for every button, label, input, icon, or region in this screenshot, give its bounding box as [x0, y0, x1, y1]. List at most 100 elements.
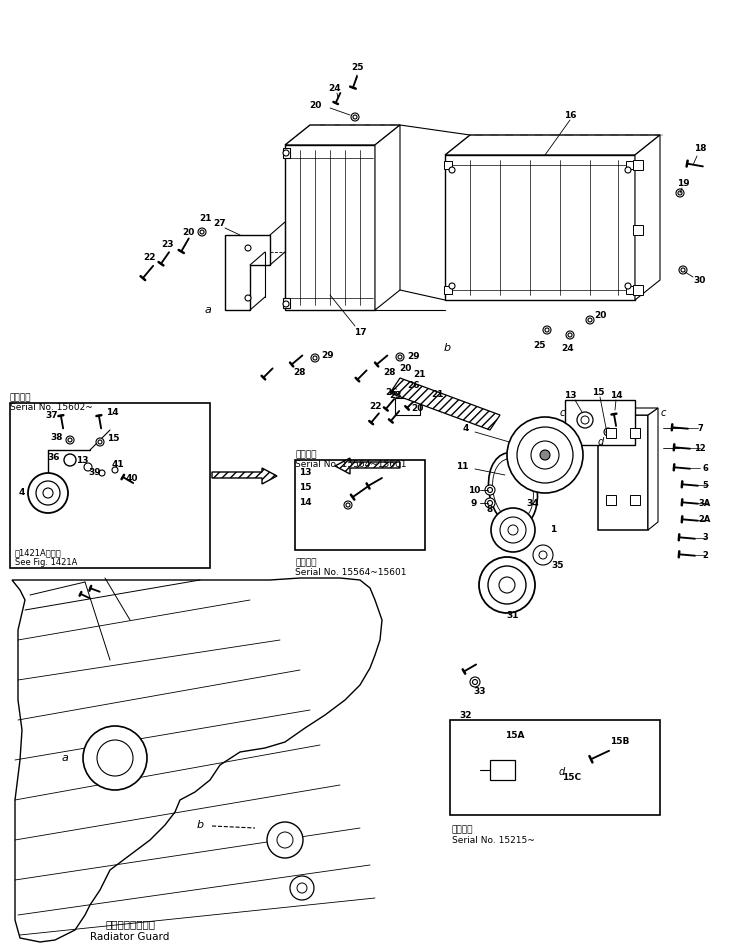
Text: 2: 2 — [702, 551, 708, 559]
Polygon shape — [633, 160, 643, 170]
Polygon shape — [212, 468, 277, 484]
Circle shape — [43, 488, 53, 498]
Text: 22: 22 — [143, 252, 156, 262]
Text: 4: 4 — [19, 487, 25, 497]
Circle shape — [112, 467, 118, 473]
Text: 26: 26 — [408, 380, 421, 390]
Circle shape — [84, 463, 92, 471]
Circle shape — [344, 501, 352, 509]
Text: 25: 25 — [533, 340, 546, 350]
Text: 40: 40 — [126, 473, 138, 483]
Text: 31: 31 — [507, 611, 519, 621]
Circle shape — [473, 680, 478, 684]
Text: 17: 17 — [354, 327, 366, 337]
Text: 9: 9 — [471, 499, 477, 507]
Circle shape — [540, 450, 550, 460]
Circle shape — [351, 113, 359, 121]
Text: 20: 20 — [399, 363, 411, 373]
Circle shape — [545, 328, 549, 332]
Text: 12: 12 — [694, 444, 706, 452]
Circle shape — [398, 355, 402, 359]
Circle shape — [428, 398, 432, 402]
Circle shape — [485, 498, 495, 508]
Circle shape — [449, 167, 455, 173]
Circle shape — [277, 832, 293, 848]
Circle shape — [426, 396, 434, 404]
Polygon shape — [598, 415, 648, 530]
Circle shape — [449, 283, 455, 289]
Circle shape — [97, 740, 133, 776]
Circle shape — [479, 557, 535, 613]
Text: 29: 29 — [408, 352, 421, 360]
Bar — [450, 720, 660, 815]
Text: 15: 15 — [591, 388, 604, 396]
Text: 36: 36 — [48, 452, 60, 462]
Circle shape — [500, 517, 526, 543]
Bar — [630, 495, 640, 505]
Polygon shape — [635, 135, 660, 300]
Text: 14: 14 — [610, 391, 623, 399]
Text: ラジエータガード: ラジエータガード — [105, 919, 155, 929]
Circle shape — [491, 508, 535, 552]
Circle shape — [606, 430, 610, 434]
Text: 21: 21 — [198, 213, 211, 223]
Text: 10: 10 — [468, 485, 480, 495]
Text: 35: 35 — [552, 560, 564, 570]
Text: 8: 8 — [487, 505, 493, 515]
Bar — [626, 161, 634, 169]
Circle shape — [581, 416, 589, 424]
Circle shape — [297, 883, 307, 893]
Polygon shape — [285, 145, 375, 310]
Circle shape — [198, 228, 206, 236]
Text: 41: 41 — [111, 460, 124, 468]
Bar — [444, 286, 452, 294]
Circle shape — [676, 189, 684, 197]
Text: 13: 13 — [299, 467, 311, 477]
Text: b: b — [444, 343, 450, 353]
Circle shape — [488, 566, 526, 604]
Text: c: c — [559, 408, 565, 418]
Circle shape — [200, 230, 204, 234]
Text: d: d — [559, 767, 565, 777]
Text: 15B: 15B — [610, 738, 629, 746]
Text: 15C: 15C — [562, 774, 582, 782]
Text: 24: 24 — [328, 83, 341, 93]
Circle shape — [681, 268, 685, 272]
Text: Radiator Guard: Radiator Guard — [91, 932, 169, 942]
Text: 1: 1 — [550, 525, 556, 535]
Circle shape — [487, 487, 493, 493]
Text: 22: 22 — [369, 402, 381, 410]
Polygon shape — [395, 398, 420, 415]
Text: 18: 18 — [694, 143, 707, 153]
Text: 4: 4 — [463, 424, 469, 432]
Circle shape — [245, 295, 251, 301]
Circle shape — [283, 150, 289, 156]
Bar — [10, 403, 210, 568]
Bar — [630, 428, 640, 438]
Polygon shape — [283, 148, 290, 158]
Polygon shape — [390, 378, 500, 430]
Polygon shape — [285, 125, 400, 145]
Circle shape — [485, 485, 495, 495]
Text: 14: 14 — [106, 408, 118, 416]
Circle shape — [568, 333, 572, 337]
Bar — [606, 428, 616, 438]
Polygon shape — [375, 125, 400, 310]
Circle shape — [290, 876, 314, 900]
Text: 20: 20 — [309, 100, 321, 110]
Polygon shape — [225, 235, 270, 310]
Text: Serial No. 15215~: Serial No. 15215~ — [452, 836, 535, 845]
Circle shape — [68, 438, 72, 442]
Circle shape — [588, 318, 592, 322]
Circle shape — [311, 354, 319, 362]
Polygon shape — [648, 408, 658, 530]
Text: 15: 15 — [299, 483, 311, 491]
Circle shape — [313, 356, 317, 360]
Text: 20: 20 — [411, 404, 424, 412]
Text: 28: 28 — [293, 368, 306, 376]
Text: 25: 25 — [351, 63, 364, 71]
Circle shape — [679, 266, 687, 274]
Text: 32: 32 — [460, 712, 473, 720]
Circle shape — [245, 245, 251, 251]
Text: 21: 21 — [414, 370, 426, 378]
